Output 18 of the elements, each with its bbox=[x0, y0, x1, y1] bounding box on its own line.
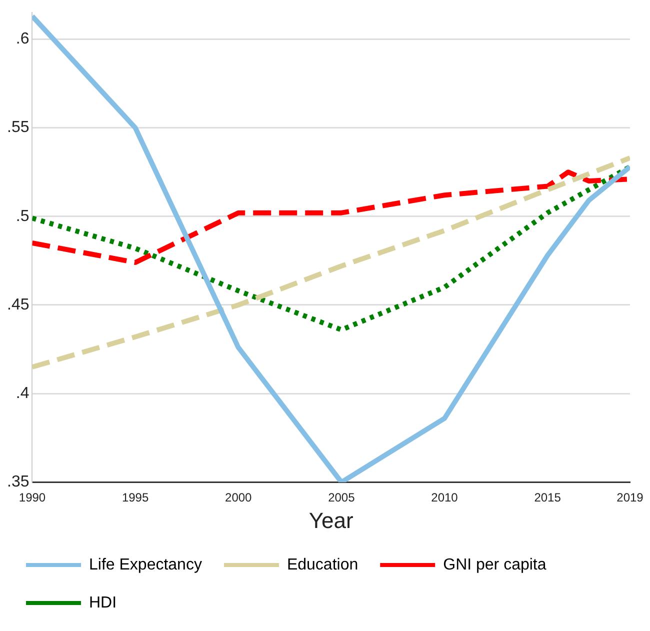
x-tick-label: 1995 bbox=[122, 490, 149, 505]
y-tick-label: .35 bbox=[6, 474, 30, 491]
x-tick-label: 2000 bbox=[225, 490, 252, 505]
y-tick-label: .45 bbox=[6, 296, 30, 314]
legend-label: Education bbox=[286, 556, 358, 574]
y-tick-label: .4 bbox=[16, 385, 30, 402]
legend-label: Life Expectancy bbox=[89, 556, 202, 574]
x-tick-label: 1990 bbox=[18, 490, 46, 505]
y-tick-label: .5 bbox=[16, 208, 30, 225]
legend-label: HDI bbox=[89, 594, 117, 612]
y-tick-label: .6 bbox=[16, 30, 30, 48]
x-tick-label: 2019 bbox=[616, 490, 644, 505]
x-axis-title: Year bbox=[308, 508, 354, 533]
x-tick-label: 2005 bbox=[328, 490, 356, 505]
x-tick-label: 2010 bbox=[431, 490, 458, 505]
legend-label: GNI per capita bbox=[443, 556, 546, 574]
y-tick-label: .55 bbox=[6, 119, 30, 136]
x-tick-label: 2015 bbox=[534, 490, 562, 505]
